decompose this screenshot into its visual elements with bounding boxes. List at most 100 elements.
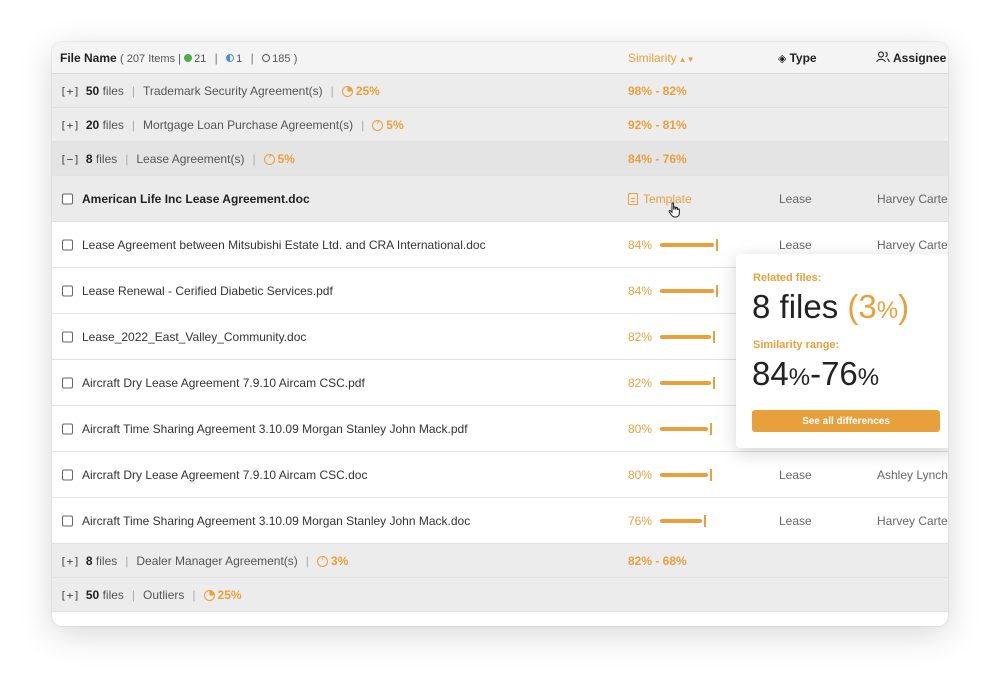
similarity-cell: 80% [628,467,713,482]
file-name[interactable]: Aircraft Dry Lease Agreement 7.9.10 Airc… [82,467,368,482]
related-files-value: 8 files (3%) [752,288,910,325]
file-row[interactable]: American Life Inc Lease Agreement.doc Tem… [52,176,948,222]
similarity-header[interactable]: Similarity ▲▼ [628,50,695,65]
file-name[interactable]: Aircraft Time Sharing Agreement 3.10.09 … [82,421,468,436]
layers-icon: ◈ [778,52,787,65]
similarity-popover: Related files: 8 files (3%) Similarity r… [736,254,948,448]
see-all-differences-button[interactable]: See all differences [752,410,940,432]
group-count: 20 [85,117,100,132]
similarity-value: 84% [628,283,653,298]
expand-toggle[interactable]: [−] [60,152,80,166]
file-name[interactable]: Aircraft Dry Lease Agreement 7.9.10 Airc… [82,375,365,390]
file-assignee: Harvey Carter [877,513,948,528]
file-row[interactable]: Aircraft Dry Lease Agreement 7.9.10 Airc… [52,452,948,498]
file-name[interactable]: Lease Agreement between Mitsubishi Estat… [82,237,486,252]
file-assignee: Harvey Carter [877,191,948,206]
similarity-cell: 76% [628,513,707,528]
row-checkbox[interactable] [62,469,73,480]
group-percent: 25% [355,83,380,98]
group-percent: 5% [386,117,404,132]
similarity-bar [660,472,709,477]
group-count: 50 [85,83,100,98]
row-checkbox[interactable] [62,377,73,388]
hand-cursor-icon [668,202,680,218]
similarity-value: 80% [628,467,653,482]
group-similarity-range: 92% - 81% [628,117,687,132]
expand-toggle[interactable]: [+] [60,554,80,568]
group-percent: 25% [217,587,242,602]
pie-chart-icon [372,119,384,131]
similarity-bar [660,380,712,385]
similarity-value: 82% [628,329,653,344]
group-row[interactable]: [+] 8 files | Dealer Manager Agreement(s) | 3… [52,544,948,578]
related-files-label: Related files: [753,272,822,284]
type-header[interactable]: ◈ Type [778,50,817,65]
group-count: 8 [85,553,93,568]
file-table: File Name ( 207 Items | 21 | 1 | 185 ) S… [52,42,948,626]
table-header: File Name ( 207 Items | 21 | 1 | 185 ) S… [52,42,948,74]
group-label: [−] 8 files | Lease Agreement(s) | 5% [60,151,295,166]
similarity-value: 84% [628,237,653,252]
file-name[interactable]: Lease_2022_East_Valley_Community.doc [82,329,307,344]
similarity-bar [660,288,715,293]
group-row[interactable]: [+] 50 files | Outliers | 25% [52,578,948,612]
file-type: Lease [779,513,812,528]
similarity-cell: 82% [628,329,716,344]
empty-circle-icon [262,53,271,62]
group-name: Lease Agreement(s) [136,151,245,166]
group-label: [+] 50 files | Trademark Security Agreement… [60,83,380,98]
file-assignee: Harvey Carter [877,237,948,252]
pie-chart-icon [203,589,215,601]
file-name[interactable]: Aircraft Time Sharing Agreement 3.10.09 … [82,513,471,528]
group-row[interactable]: [+] 20 files | Mortgage Loan Purchase Agree… [52,108,948,142]
similarity-range-value: 84%-76% [752,355,880,392]
group-label: [+] 20 files | Mortgage Loan Purchase Agree… [60,117,404,132]
file-name-header[interactable]: File Name ( 207 Items | 21 | 1 | 185 ) [60,50,298,65]
similarity-value: 80% [628,421,653,436]
group-similarity-range: 98% - 82% [628,83,687,98]
group-row[interactable]: [+] 50 files | Trademark Security Agreement… [52,74,948,108]
row-checkbox[interactable] [62,239,73,250]
green-dot-icon [184,53,193,62]
group-label: [+] 50 files | Outliers | 25% [60,587,242,602]
file-type: Lease [779,237,812,252]
row-checkbox[interactable] [62,193,73,204]
group-similarity-range: 84% - 76% [628,151,687,166]
row-checkbox[interactable] [62,285,73,296]
group-similarity-range: 82% - 68% [628,553,687,568]
row-checkbox[interactable] [62,515,73,526]
file-assignee: Ashley Lynch [877,467,948,482]
file-type: Lease [779,467,812,482]
group-name: Dealer Manager Agreement(s) [136,553,298,568]
file-name[interactable]: Lease Renewal - Cerified Diabetic Servic… [82,283,333,298]
blue-count: 1 [236,52,243,65]
similarity-bar [660,242,715,247]
expand-toggle[interactable]: [+] [60,84,80,98]
file-row[interactable]: Lease Agreement between Mitsubishi Estat… [52,222,948,268]
pie-chart-icon [263,153,275,165]
half-circle-icon [226,53,235,62]
similarity-cell: 84% [628,283,719,298]
grey-count: 185 [272,52,291,65]
similarity-cell: 82% [628,375,716,390]
similarity-value: 76% [628,513,653,528]
similarity-value: 82% [628,375,653,390]
expand-toggle[interactable]: [+] [60,118,80,132]
row-checkbox[interactable] [62,423,73,434]
similarity-cell: 84% [628,237,719,252]
similarity-cell: 80% [628,421,713,436]
file-name[interactable]: American Life Inc Lease Agreement.doc [82,191,310,206]
similarity-bar [660,426,709,431]
row-checkbox[interactable] [62,331,73,342]
group-count: 8 [85,151,93,166]
group-row[interactable]: [−] 8 files | Lease Agreement(s) | 5% 84% - 76… [52,142,948,176]
pie-chart-icon [341,85,353,97]
similarity-bar [660,334,712,339]
assignee-header[interactable]: Assignee [876,51,946,65]
file-row[interactable]: Aircraft Time Sharing Agreement 3.10.09 … [52,498,948,544]
template-link[interactable]: Template [628,192,692,206]
group-percent: 3% [330,553,349,568]
group-name: Outliers [143,587,185,602]
expand-toggle[interactable]: [+] [60,588,80,602]
document-icon [628,192,638,205]
